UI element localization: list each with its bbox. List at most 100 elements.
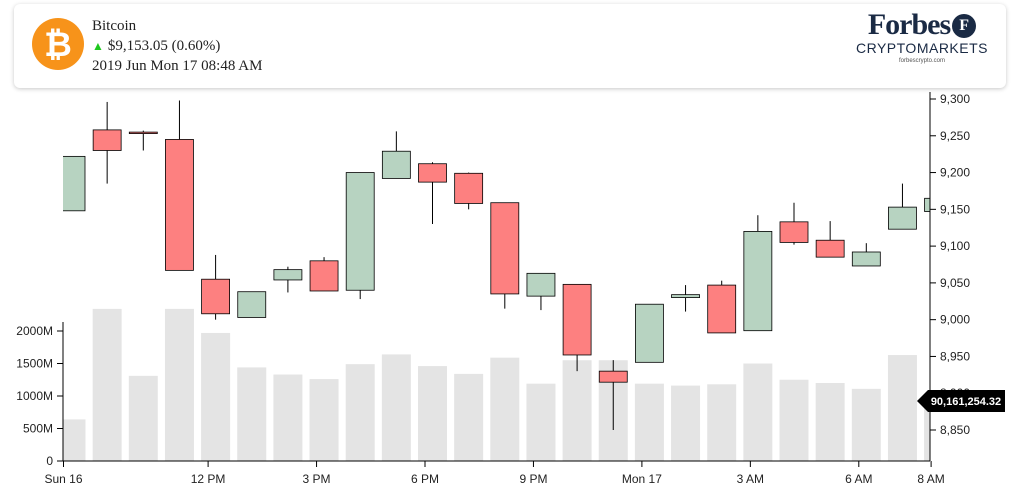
candle-body — [707, 284, 737, 334]
forbes-wordmark: Forbes F — [852, 10, 992, 40]
price-tick-label: 9,250 — [940, 129, 970, 143]
volume-bar — [562, 360, 592, 461]
volume-tick-label: 2000M — [16, 324, 53, 338]
volume-bar — [526, 383, 556, 461]
candle — [490, 202, 520, 309]
volume-bar — [418, 366, 447, 461]
candle — [63, 155, 86, 212]
candle — [128, 130, 158, 151]
volume-bar — [707, 384, 737, 461]
candle-body — [635, 303, 664, 363]
volume-bar — [454, 373, 484, 461]
forbes-name: Forbes — [867, 8, 951, 41]
candle — [743, 215, 773, 332]
candle-body — [165, 139, 194, 271]
volume-bar — [237, 367, 267, 461]
volume-bar — [490, 357, 520, 461]
price-tick-label: 8,850 — [940, 423, 970, 437]
x-tick-label: Mon 17 — [622, 472, 662, 486]
candle — [165, 100, 194, 271]
volume-bar — [345, 364, 375, 461]
volume-bar — [779, 379, 809, 461]
candle-body — [924, 197, 930, 212]
brand-subtitle: CRYPTOMARKETS — [855, 40, 988, 56]
candle — [526, 272, 556, 311]
price-tick-label: 9,150 — [940, 202, 970, 216]
candle-body — [779, 221, 809, 243]
candle — [924, 197, 930, 212]
current-volume-label: 90,161,254.32 — [931, 396, 1001, 408]
current-volume-tag: 90,161,254.32 — [917, 390, 1005, 412]
candle — [598, 360, 628, 430]
volume-bar — [273, 374, 303, 461]
candle — [635, 303, 664, 363]
volume-bar — [743, 363, 773, 461]
x-tick-label: Sun 16 — [44, 472, 82, 486]
x-tick-label: 3 AM — [737, 472, 764, 486]
bitcoin-icon: ₿ — [32, 18, 84, 70]
candle-body — [598, 370, 628, 383]
candle — [779, 202, 809, 245]
x-tick-label: 3 PM — [303, 472, 331, 486]
candle-body — [418, 163, 447, 183]
candle-body — [237, 291, 267, 318]
candle — [309, 257, 339, 292]
coin-price-change: $9,153.05 (0.60%) — [107, 38, 221, 54]
candle-body — [128, 131, 158, 135]
volume-tick-label: 500M — [23, 422, 53, 436]
candles — [63, 100, 930, 430]
coin-name: Bitcoin — [92, 18, 137, 34]
candle-body — [526, 272, 556, 297]
candle-body — [851, 251, 881, 267]
volume-tick-label: 1000M — [16, 389, 53, 403]
candle — [201, 254, 231, 320]
candle — [671, 285, 700, 312]
candle-body — [345, 172, 375, 291]
coin-info: Bitcoin ▲ $9,153.05 (0.60%) 2019 Jun Mon … — [92, 16, 262, 76]
forbes-cryptomarkets-logo[interactable]: Forbes F CRYPTOMARKETS forbescrypto.com — [852, 10, 992, 74]
coin-timestamp: 2019 Jun Mon 17 08:48 AM — [92, 58, 263, 74]
candle — [707, 280, 737, 334]
volume-bar — [92, 308, 122, 461]
candle — [888, 183, 917, 230]
candle-body — [743, 230, 773, 332]
x-tick-label: 6 PM — [411, 472, 439, 486]
price-tick-label: 9,000 — [940, 313, 970, 327]
x-tick-label: 6 AM — [845, 472, 872, 486]
x-tick-label: 8 AM — [917, 472, 944, 486]
candle-body — [671, 294, 700, 298]
brand-site: forbescrypto.com — [898, 58, 946, 64]
axes: Sun 16 12 PM 3 PM 6 PM 9 PM Mon 17 3 AM 6 AM 8 A… — [16, 92, 970, 486]
volume-bar — [63, 419, 86, 461]
volume-bars — [63, 308, 930, 461]
volume-bar — [128, 375, 158, 461]
volume-bar — [164, 308, 194, 461]
candle — [562, 283, 592, 372]
candle-body — [273, 269, 303, 281]
volume-bar — [671, 385, 701, 461]
candle-body — [888, 206, 917, 230]
candle — [454, 172, 484, 210]
up-arrow-icon: ▲ — [92, 39, 104, 53]
current-volume-tag-background — [917, 390, 1005, 412]
price-tick-label: 8,950 — [940, 349, 970, 363]
coin-header-card: ₿ Bitcoin ▲ $9,153.05 (0.60%) 2019 Jun Mo… — [14, 4, 1006, 88]
candle — [418, 162, 447, 225]
volume-tick-label: 1500M — [16, 357, 53, 371]
candle-body — [815, 239, 845, 258]
candle — [815, 221, 845, 258]
candle — [345, 172, 375, 300]
candle-body — [454, 172, 484, 204]
candle-body — [92, 129, 122, 151]
candle — [851, 243, 881, 267]
price-tick-label: 9,200 — [940, 166, 970, 180]
candle-body — [63, 155, 86, 212]
candle-body — [309, 260, 339, 292]
svg-text:₿: ₿ — [44, 26, 72, 64]
volume-tick-label: 0 — [46, 454, 53, 468]
coin-price-row: ▲ $9,153.05 (0.60%) — [92, 36, 262, 56]
candle — [273, 266, 303, 293]
candle — [237, 291, 267, 318]
x-tick-label: 9 PM — [519, 472, 547, 486]
